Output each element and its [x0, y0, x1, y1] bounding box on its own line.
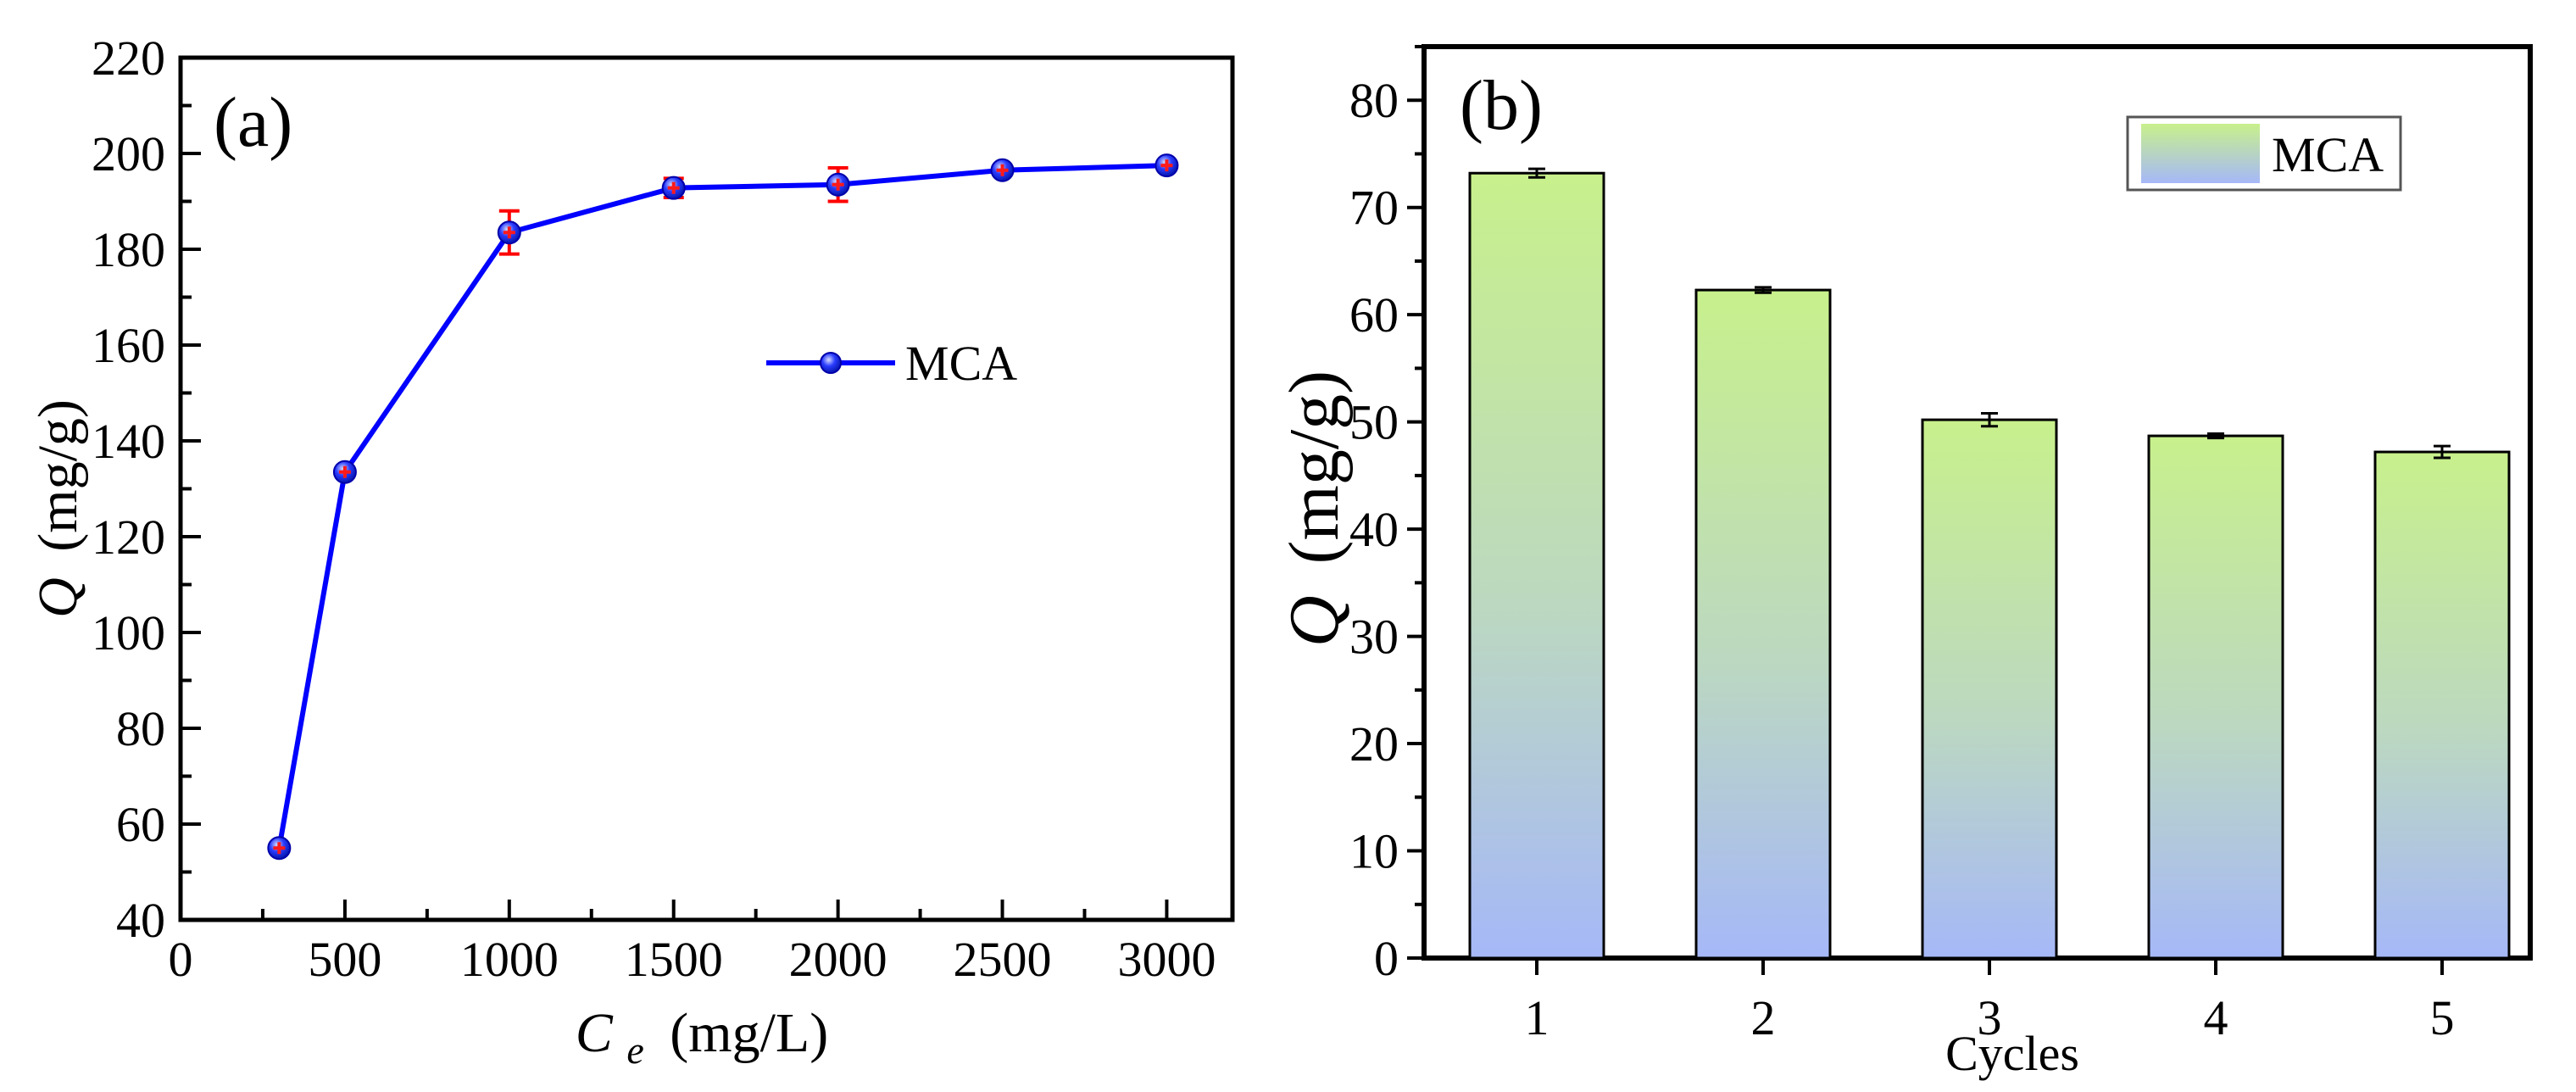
panel-a-y-tick-label: 160 — [92, 318, 165, 373]
panel-b-y-tick-label: 70 — [1349, 181, 1399, 236]
panel-b-legend: MCA — [2126, 115, 2402, 192]
panel-a-x-axis: 0 500 1000 1500 2000 2500 3000 — [169, 900, 1216, 987]
panel-b-y-axis: 0 10 20 30 40 50 60 70 80 — [1349, 45, 1424, 986]
panel-a-x-tick-label: 0 — [169, 932, 193, 987]
panel-b-y-tick-label: 80 — [1349, 73, 1399, 128]
panel-b-y-tick-label: 60 — [1349, 287, 1399, 343]
panel-a-y-tick-label: 60 — [116, 797, 165, 852]
panel-a-x-axis-subscript: e — [626, 1028, 643, 1072]
panel-a-label: (a) — [214, 83, 292, 162]
panel-a-y-tick-label: 220 — [92, 31, 165, 86]
panel-b-series-mca — [1468, 167, 2511, 960]
panel-a-line-chart: 40 60 80 100 120 140 160 180 200 220 0 500 1000 1500… — [27, 31, 1235, 1076]
panel-b-y-axis-unit: (mg/g) — [1275, 370, 1354, 565]
panel-a-y-tick-label: 80 — [116, 701, 165, 756]
panel-b-bar — [2373, 450, 2511, 960]
panel-b-bar-chart: 0 10 20 30 40 50 60 70 80 1 2 3 4 5 (b) MCA Q (mg/g)… — [1275, 44, 2533, 1081]
panel-a-y-axis-symbol: Q — [27, 577, 89, 618]
panel-a-x-tick-label: 2500 — [954, 932, 1052, 987]
panel-a-y-tick-label: 140 — [92, 414, 165, 469]
panel-a-x-axis-unit: (mg/L) — [670, 1002, 828, 1064]
panel-a-y-axis: 40 60 80 100 120 140 160 180 200 220 — [92, 31, 201, 948]
panel-a-x-tick-label: 1500 — [625, 932, 723, 987]
panel-b-y-tick-label: 0 — [1374, 931, 1399, 986]
panel-a-y-tick-label: 200 — [92, 126, 165, 181]
panel-a-y-tick-label: 100 — [92, 605, 165, 660]
panel-b-x-tick-label: 2 — [1751, 990, 1776, 1045]
panel-b-y-axis-symbol: Q — [1275, 595, 1354, 647]
panel-a-y-tick-label: 40 — [116, 893, 165, 948]
panel-b-x-tick-label: 3 — [1978, 990, 2002, 1045]
panel-a-legend-marker — [820, 352, 842, 374]
panel-a-y-axis-unit: (mg/g) — [27, 399, 89, 552]
panel-a-x-axis-symbol: C — [576, 1002, 614, 1064]
panel-b-bar — [1921, 418, 2058, 960]
panel-a-y-axis-title: Q (mg/g) — [27, 399, 89, 618]
panel-a-x-tick-label: 500 — [308, 932, 381, 987]
panel-b-bar — [1468, 171, 1605, 960]
panel-b-x-tick-label: 1 — [1525, 990, 1549, 1045]
panel-b-x-axis: 1 2 3 4 5 — [1525, 958, 2455, 1045]
panel-a-line — [276, 163, 1167, 849]
panel-b-x-axis-title: Cycles — [1945, 1026, 2079, 1081]
panel-b-label: (b) — [1460, 66, 1543, 145]
panel-b-y-tick-label: 40 — [1349, 502, 1399, 557]
panel-a-x-tick-label: 1000 — [460, 932, 559, 987]
panel-b-y-tick-label: 10 — [1349, 824, 1399, 879]
panel-b-y-tick-label: 50 — [1349, 395, 1399, 450]
panel-a-series-mca — [267, 153, 1179, 861]
panel-a-legend: MCA — [766, 336, 1017, 391]
panel-a-x-tick-label: 3000 — [1117, 932, 1216, 987]
panel-b-x-tick-label: 4 — [2204, 990, 2228, 1045]
panel-a-x-tick-label: 2000 — [789, 932, 887, 987]
panel-a-y-tick-label: 120 — [92, 510, 165, 565]
panel-b-y-axis-title: Q (mg/g) — [1275, 370, 1354, 647]
panel-b-bar — [2147, 434, 2284, 960]
panel-a-x-axis-title: C e (mg/L) — [576, 1002, 828, 1076]
panel-b-x-tick-label: 5 — [2430, 990, 2455, 1045]
panel-b-bar — [1694, 288, 1832, 960]
panel-b-legend-label: MCA — [2272, 127, 2384, 182]
panel-b-y-tick-label: 30 — [1349, 610, 1399, 665]
panel-b-y-tick-label: 20 — [1349, 716, 1399, 772]
panel-a-legend-label: MCA — [905, 336, 1017, 391]
panel-a-y-tick-label: 180 — [92, 222, 165, 277]
panel-b-legend-swatch — [2141, 124, 2260, 183]
